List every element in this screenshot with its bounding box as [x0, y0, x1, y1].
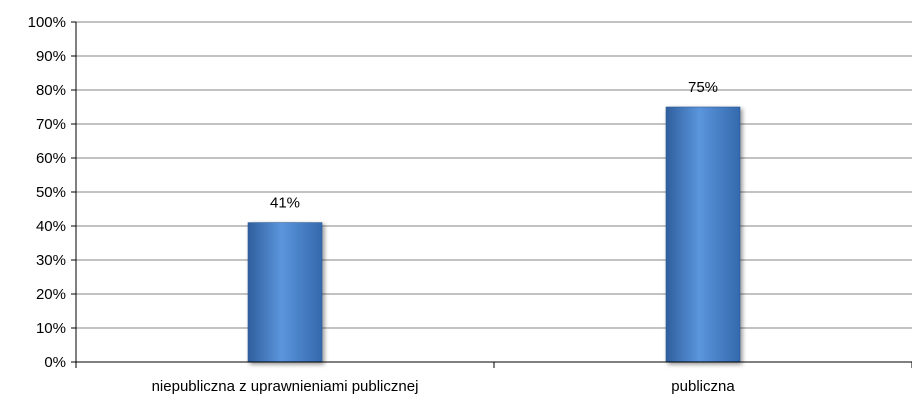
data-labels: 41% 75% [270, 79, 718, 212]
bars [247, 106, 741, 363]
y-tick-label: 10% [36, 320, 66, 337]
y-tick-label: 100% [28, 14, 66, 31]
y-axis-tick-labels: 0% 10% 20% 30% 40% 50% 60% 70% 80% 90% 100% [28, 14, 66, 371]
bar-data-label: 75% [688, 79, 718, 96]
x-category-label: niepubliczna z uprawnieniami publicznej [152, 378, 419, 395]
x-category-label: publiczna [671, 378, 735, 395]
y-tick-label: 60% [36, 150, 66, 167]
y-tick-label: 80% [36, 82, 66, 99]
y-tick-label: 50% [36, 184, 66, 201]
y-tick-label: 20% [36, 286, 66, 303]
x-axis-category-labels: niepubliczna z uprawnieniami publicznej p… [152, 378, 736, 395]
y-tick-label: 30% [36, 252, 66, 269]
y-tick-label: 90% [36, 48, 66, 65]
y-tick-label: 40% [36, 218, 66, 235]
bar [247, 222, 323, 363]
bar [665, 106, 741, 363]
y-tick-label: 70% [36, 116, 66, 133]
gridlines [76, 21, 912, 329]
axes [71, 21, 912, 368]
bar-data-label: 41% [270, 195, 300, 212]
y-tick-label: 0% [44, 354, 66, 371]
